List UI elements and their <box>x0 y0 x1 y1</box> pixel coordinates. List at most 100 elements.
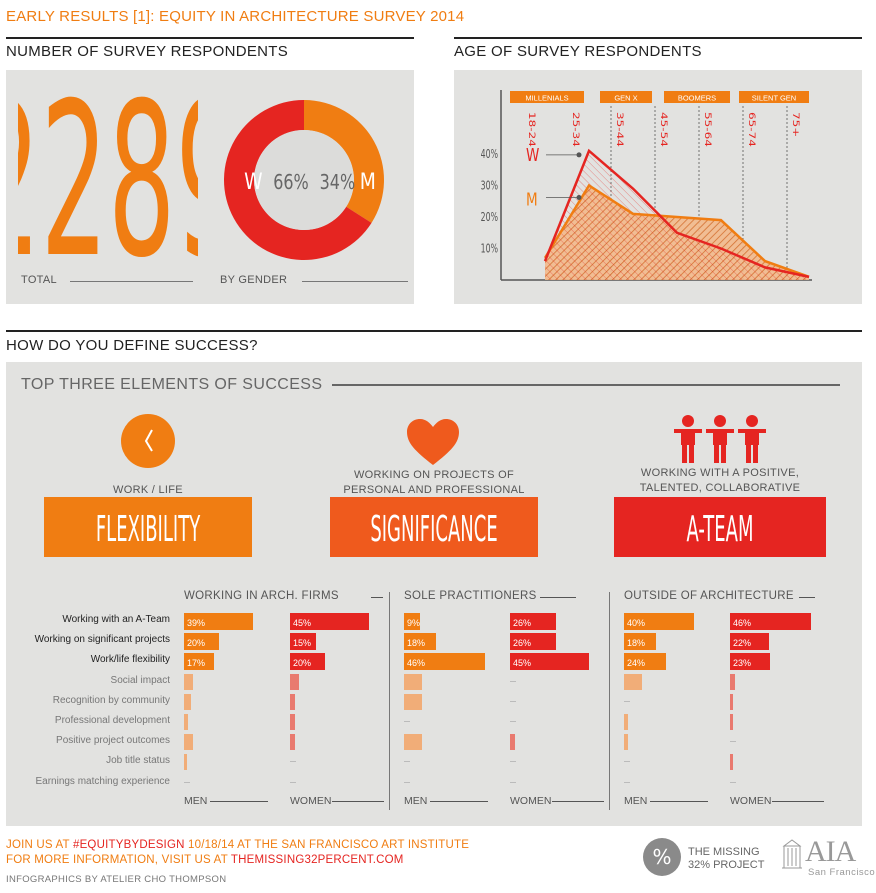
group-divider <box>389 592 390 810</box>
ateam-box: A-TEAM <box>614 497 826 557</box>
gen-box <box>510 91 584 103</box>
donut-m-letter: M <box>360 169 376 195</box>
success-rule <box>6 330 862 332</box>
bar <box>184 754 187 771</box>
axis-label-women: WOMEN <box>290 795 332 807</box>
bar <box>290 734 296 751</box>
bar-value-label: 46% <box>733 618 752 628</box>
donut-m-pct: 34% <box>320 171 356 194</box>
row-label: Recognition by community <box>52 694 170 706</box>
total-number: 2289 <box>18 86 198 261</box>
bar <box>730 693 733 710</box>
success-subtitle: TOP THREE ELEMENTS OF SUCCESS <box>21 376 323 393</box>
axis-line <box>552 801 604 802</box>
x-tick-label: 18-24 <box>526 112 536 147</box>
bar <box>730 714 733 730</box>
bar <box>184 781 190 783</box>
footer-line-2: FOR MORE INFORMATION, VISIT US AT THEMIS… <box>6 854 404 866</box>
ateam-caption-1: WORKING WITH A POSITIVE, <box>640 467 800 479</box>
bar: 46% <box>404 653 485 671</box>
x-tick-label: 25-34 <box>570 112 580 147</box>
y-tick-label: 30% <box>481 180 499 193</box>
axis-label-women: WOMEN <box>510 795 552 807</box>
gender-line <box>302 281 408 282</box>
bar <box>624 700 630 702</box>
group-divider <box>609 592 610 810</box>
footer-line-1: JOIN US AT #EQUITYBYDESIGN 10/18/14 AT T… <box>6 839 469 851</box>
row-label: Earnings matching experience <box>35 775 170 787</box>
bar-value-label: 20% <box>293 658 312 669</box>
group-title: SOLE PRACTITIONERS <box>404 590 537 602</box>
bar <box>624 761 630 763</box>
bar <box>404 693 422 710</box>
gen-box <box>739 91 809 103</box>
x-tick-label: 55-64 <box>702 112 712 147</box>
total-line <box>70 281 193 282</box>
m-series-label: M <box>526 189 538 210</box>
aia-subtitle: San Francisco <box>808 867 876 878</box>
ateam-caption-2: TALENTED, COLLABORATIVE <box>639 482 801 494</box>
axis-line <box>430 801 488 802</box>
group-title: OUTSIDE OF ARCHITECTURE <box>624 590 794 602</box>
missing-percent-symbol: % <box>652 845 671 869</box>
missing-percent-logo: % <box>643 838 681 876</box>
group-title: WORKING IN ARCH. FIRMS <box>184 590 339 602</box>
missing-line-2: 32% PROJECT <box>688 859 765 871</box>
row-label: Positive project outcomes <box>56 735 170 747</box>
gen-label: SILENT GEN <box>752 94 796 103</box>
donut-slice-m <box>304 100 384 223</box>
missing-line-1: THE MISSING <box>688 846 760 858</box>
aia-emblem-icon <box>782 839 802 869</box>
bar <box>624 714 628 730</box>
bar <box>510 721 516 722</box>
bar <box>184 734 193 751</box>
success-title: HOW DO YOU DEFINE SUCCESS? <box>6 337 258 354</box>
group-title-line <box>540 597 576 598</box>
bar: 22% <box>730 633 769 651</box>
bar <box>184 714 188 730</box>
bar: 26% <box>510 633 556 651</box>
website-link[interactable]: THEMISSING32PERCENT.COM <box>230 854 404 866</box>
bar-value-label: 17% <box>187 658 206 669</box>
heart-icon <box>407 419 459 465</box>
y-tick-label: 20% <box>481 212 499 225</box>
bar <box>404 761 410 763</box>
flexibility-label: FLEXIBILITY <box>96 508 201 550</box>
bar-value-label: 24% <box>627 658 646 669</box>
bar-value-label: 45% <box>513 658 532 669</box>
ateam-label: A-TEAM <box>687 508 754 550</box>
bar <box>730 741 736 743</box>
age-rule <box>454 37 862 39</box>
axis-line <box>332 801 384 802</box>
donut-w-letter: W <box>244 169 262 195</box>
significance-label: SIGNIFICANCE <box>370 508 497 550</box>
series-m-line <box>543 183 810 279</box>
hashtag-link[interactable]: #EQUITYBYDESIGN <box>72 839 185 851</box>
bar <box>404 721 410 722</box>
flexibility-box: FLEXIBILITY <box>44 497 252 557</box>
series-w-area <box>545 150 809 280</box>
bar <box>624 673 642 690</box>
bar <box>290 781 296 783</box>
gender-donut: W 66% 34% M <box>224 100 384 260</box>
bar <box>184 673 193 690</box>
bar: 17% <box>184 653 214 671</box>
bar: 45% <box>510 653 590 671</box>
bar: 9% <box>404 613 420 630</box>
gen-label: BOOMERS <box>678 94 716 103</box>
footer-join: JOIN US AT <box>6 839 73 851</box>
bar: 23% <box>730 653 771 671</box>
gen-label: GEN X <box>614 94 637 103</box>
flexibility-caption: WORK / LIFE <box>113 484 183 496</box>
bar-value-label: 39% <box>187 618 206 628</box>
bar-value-label: 23% <box>733 658 752 669</box>
bar: 15% <box>290 633 317 651</box>
gen-box <box>664 91 730 103</box>
bar <box>510 781 516 783</box>
bar: 39% <box>184 613 253 630</box>
bar <box>290 673 299 690</box>
bar-value-label: 45% <box>293 618 312 628</box>
row-label: Social impact <box>110 674 170 686</box>
footer-event: 10/18/14 AT THE SAN FRANCISCO ART INSTIT… <box>184 839 470 851</box>
